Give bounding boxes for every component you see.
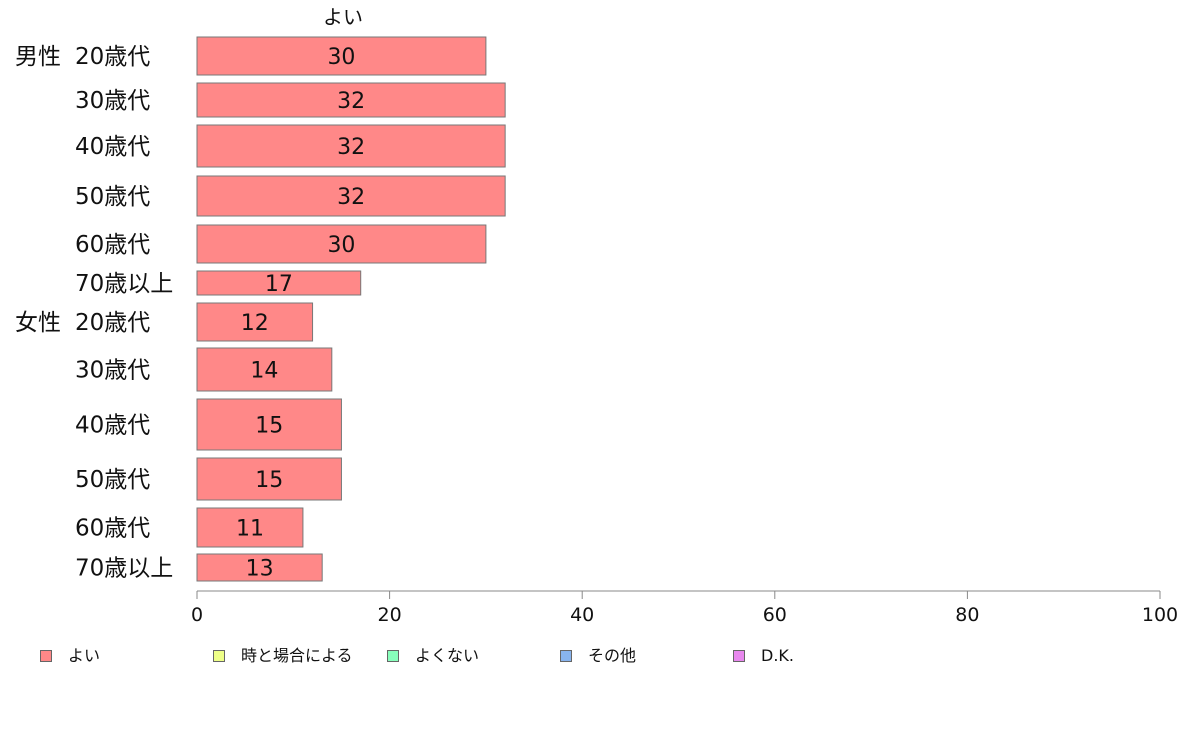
legend-label-other: その他 xyxy=(588,646,637,665)
bar-value-label: 11 xyxy=(236,517,264,542)
legend: よい 時と場合による よくない その他 D.K. xyxy=(0,646,1188,666)
legend-item-other: その他 xyxy=(560,646,636,666)
bar-value-label: 12 xyxy=(241,311,269,336)
bar-value-label: 32 xyxy=(337,185,365,210)
legend-swatch-other xyxy=(560,650,572,662)
bar-value-label: 14 xyxy=(250,359,278,384)
bar-7 xyxy=(196,347,333,392)
group-label: 女性 xyxy=(15,310,61,336)
legend-item-yoi: よい xyxy=(40,646,100,666)
category-label: 30歳代 xyxy=(75,358,150,384)
bar-0 xyxy=(196,36,487,76)
category-label: 50歳代 xyxy=(75,184,150,210)
x-tick-label: 0 xyxy=(191,604,203,626)
category-label: 60歳代 xyxy=(75,516,150,542)
category-label: 70歳以上 xyxy=(75,271,173,297)
bar-value-label: 13 xyxy=(246,557,274,582)
bar-value-label: 30 xyxy=(327,233,355,258)
category-label: 60歳代 xyxy=(75,232,150,258)
bar-value-label: 17 xyxy=(265,272,293,297)
bar-5 xyxy=(196,270,362,296)
bar-11 xyxy=(196,553,323,582)
group-label: 男性 xyxy=(15,44,61,70)
bar-8 xyxy=(196,398,342,451)
bar-value-label: 32 xyxy=(337,135,365,160)
legend-item-depends: 時と場合による xyxy=(213,646,353,666)
bar-10 xyxy=(196,507,304,548)
bar-6 xyxy=(196,302,314,342)
bar-value-label: 30 xyxy=(327,45,355,70)
bar-chart: よい3020歳代男性3230歳代3240歳代3250歳代3060歳代1770歳以… xyxy=(15,5,1178,626)
bar-value-label: 15 xyxy=(255,414,283,439)
legend-label-yokunai: よくない xyxy=(415,646,480,665)
x-tick-label: 80 xyxy=(955,604,979,626)
category-label: 40歳代 xyxy=(75,413,150,439)
legend-item-dk: D.K. xyxy=(733,646,794,666)
legend-swatch-depends xyxy=(213,650,225,662)
category-label: 40歳代 xyxy=(75,134,150,160)
bar-9 xyxy=(196,457,342,501)
x-tick-label: 60 xyxy=(763,604,787,626)
x-tick-label: 40 xyxy=(570,604,594,626)
legend-label-dk: D.K. xyxy=(761,646,794,665)
bar-4 xyxy=(196,224,487,264)
category-label: 70歳以上 xyxy=(75,556,173,582)
x-tick-label: 20 xyxy=(378,604,402,626)
legend-label-depends: 時と場合による xyxy=(241,646,353,665)
category-label: 50歳代 xyxy=(75,467,150,493)
category-label: 20歳代 xyxy=(75,44,150,70)
x-tick-label: 100 xyxy=(1142,604,1178,626)
legend-swatch-dk xyxy=(733,650,745,662)
legend-item-yokunai: よくない xyxy=(387,646,479,666)
category-label: 30歳代 xyxy=(75,88,150,114)
legend-swatch-yokunai xyxy=(387,650,399,662)
chart-title: よい xyxy=(323,5,363,29)
bar-1 xyxy=(196,82,506,118)
bar-3 xyxy=(196,175,506,217)
bar-2 xyxy=(196,124,506,168)
category-label: 20歳代 xyxy=(75,310,150,336)
legend-swatch-yoi xyxy=(40,650,52,662)
bar-value-label: 15 xyxy=(255,468,283,493)
bar-value-label: 32 xyxy=(337,89,365,114)
legend-label-yoi: よい xyxy=(68,646,101,665)
